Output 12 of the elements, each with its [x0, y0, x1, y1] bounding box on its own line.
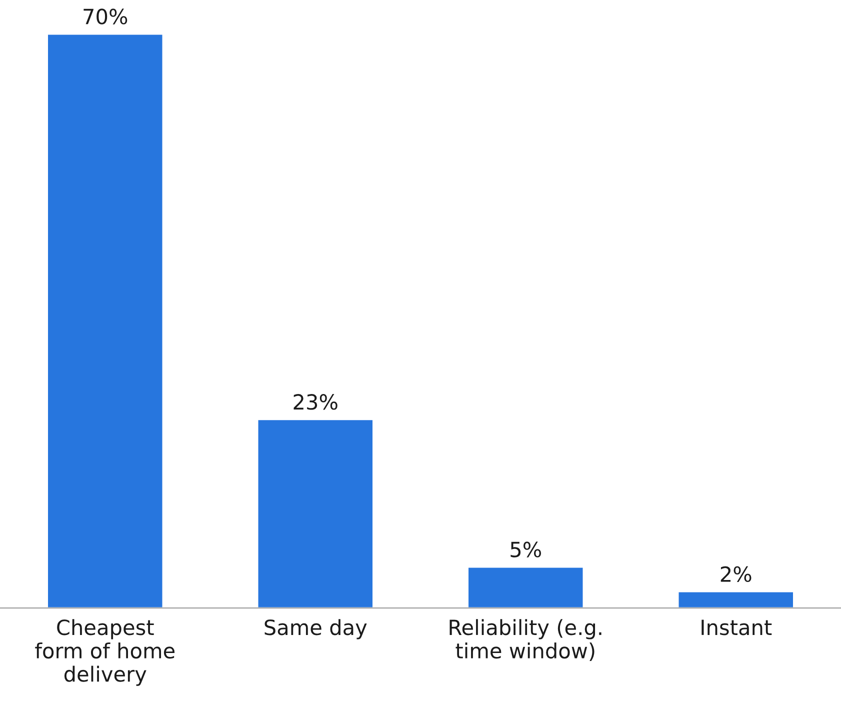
bar [256, 418, 374, 608]
data-label: 23% [294, 394, 338, 410]
bar [46, 33, 164, 608]
x-tick-label: Cheapest form of home delivery [35, 619, 174, 686]
bar [467, 566, 584, 608]
x-tick-label: Same day [264, 619, 367, 640]
data-label: 5% [510, 542, 541, 558]
data-label: 2% [720, 566, 752, 582]
x-tick-label: Instant [702, 620, 772, 636]
bar [677, 590, 794, 608]
data-label: 70% [84, 8, 128, 24]
x-tick-label: Reliability (e.g. time window) [450, 619, 602, 662]
